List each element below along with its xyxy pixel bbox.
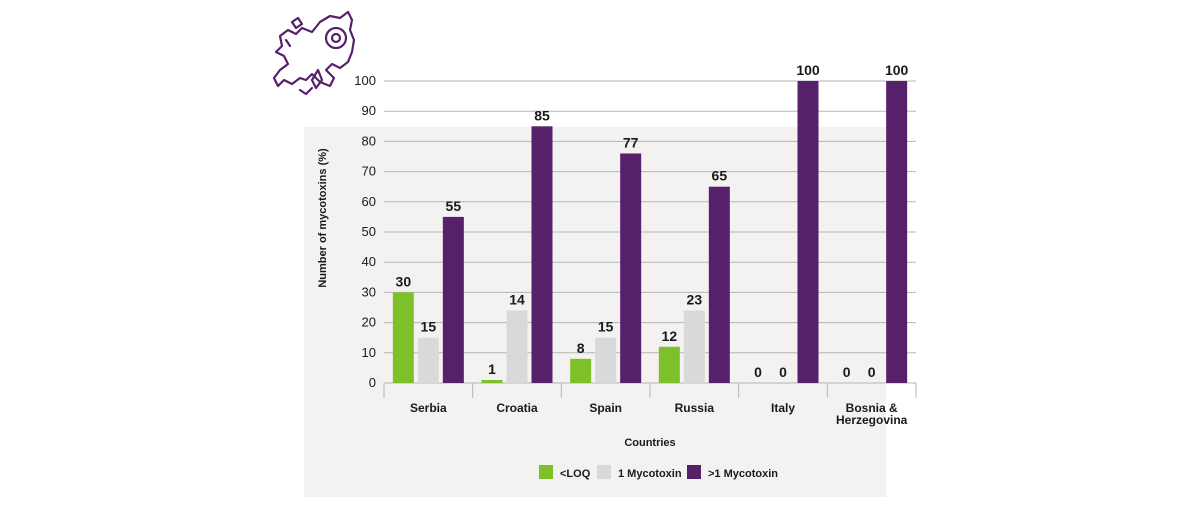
- legend-swatch: [687, 465, 701, 479]
- gridlines: [383, 80, 917, 398]
- data-label: 12: [662, 328, 678, 344]
- x-category-label: Bosnia & Herzegovina: [836, 401, 908, 427]
- bar: [481, 379, 503, 383]
- legend: <LOQ 1 Mycotoxin >1 Mycotoxin: [539, 465, 778, 480]
- x-axis-categories: Serbia Croatia Spain Russia Italy Bosnia & Her…: [410, 401, 908, 427]
- legend-label: 1 Mycotoxin: [618, 468, 682, 480]
- y-axis-title: Number of mycotoxins (%): [317, 148, 329, 288]
- data-label: 55: [446, 198, 462, 214]
- bars: [392, 81, 908, 384]
- y-tick-label: 10: [362, 345, 376, 360]
- y-tick-label: 80: [362, 133, 376, 148]
- y-tick-label: 90: [362, 103, 376, 118]
- data-label: 77: [623, 134, 639, 150]
- data-label: 0: [843, 364, 851, 380]
- bar: [442, 216, 464, 383]
- data-label: 15: [421, 319, 437, 335]
- legend-swatch: [597, 465, 611, 479]
- y-tick-label: 50: [362, 224, 376, 239]
- bar: [506, 310, 528, 383]
- data-label: 100: [885, 62, 909, 78]
- legend-swatch: [539, 465, 553, 479]
- y-tick-label: 30: [362, 284, 376, 299]
- europe-map-icon: [272, 10, 356, 96]
- legend-label: >1 Mycotoxin: [708, 468, 778, 480]
- bar: [708, 186, 730, 383]
- bar: [417, 337, 439, 383]
- x-category-label: Serbia: [410, 401, 447, 415]
- data-label: 30: [396, 273, 412, 289]
- bar: [886, 81, 908, 383]
- bar: [658, 346, 680, 383]
- data-label: 15: [598, 319, 614, 335]
- data-label: 1: [488, 361, 496, 377]
- bar: [683, 310, 705, 383]
- legend-label: <LOQ: [560, 468, 591, 480]
- data-label: 14: [509, 292, 525, 308]
- data-label: 0: [868, 364, 876, 380]
- data-label: 23: [687, 292, 703, 308]
- x-category-label: Spain: [589, 401, 622, 415]
- bar: [392, 292, 414, 383]
- bar: [620, 153, 642, 383]
- data-label: 85: [534, 107, 550, 123]
- y-tick-label: 20: [362, 315, 376, 330]
- y-tick-label: 0: [369, 375, 376, 390]
- bar: [797, 81, 819, 383]
- y-axis-ticks: 0 10 20 30 40 50 60 70 80 90 100: [354, 73, 376, 390]
- y-tick-label: 70: [362, 164, 376, 179]
- bar: [531, 126, 553, 384]
- data-label: 65: [712, 168, 728, 184]
- data-label: 8: [577, 340, 585, 356]
- y-tick-label: 60: [362, 194, 376, 209]
- bar: [570, 358, 592, 383]
- x-axis-title: Countries: [624, 437, 675, 449]
- data-label: 0: [779, 364, 787, 380]
- y-tick-label: 100: [354, 73, 376, 88]
- data-label: 0: [754, 364, 762, 380]
- x-category-label: Croatia: [496, 401, 538, 415]
- bar: [595, 337, 617, 383]
- x-category-label: Italy: [771, 401, 795, 415]
- y-tick-label: 40: [362, 254, 376, 269]
- x-category-label: Russia: [675, 401, 715, 415]
- data-labels: 30 15 55 1 14 85 8 15 77 12 23 65 0 0 100 0 0 100: [396, 62, 909, 380]
- data-label: 100: [796, 62, 820, 78]
